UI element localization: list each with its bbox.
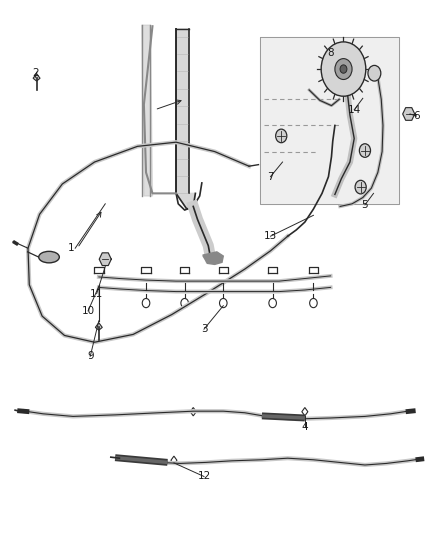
Text: 5: 5 [362, 200, 368, 210]
Polygon shape [95, 322, 102, 330]
Text: 3: 3 [201, 324, 207, 334]
Polygon shape [99, 253, 111, 265]
Polygon shape [176, 29, 195, 209]
Circle shape [335, 59, 352, 79]
Text: 7: 7 [267, 172, 274, 182]
Text: 1: 1 [67, 243, 74, 253]
Circle shape [276, 129, 287, 143]
Text: 9: 9 [87, 351, 94, 361]
Circle shape [321, 42, 366, 96]
Polygon shape [403, 108, 415, 120]
Text: 2: 2 [32, 68, 39, 78]
Text: 8: 8 [327, 49, 334, 59]
Text: 14: 14 [348, 105, 361, 115]
Text: 10: 10 [81, 306, 95, 316]
Polygon shape [142, 25, 152, 196]
Circle shape [368, 66, 381, 81]
Circle shape [355, 180, 366, 194]
Ellipse shape [39, 252, 59, 263]
Text: 6: 6 [413, 111, 420, 121]
Polygon shape [33, 74, 40, 81]
Text: 4: 4 [301, 422, 308, 432]
Text: 13: 13 [264, 231, 277, 241]
Polygon shape [260, 37, 399, 204]
Circle shape [359, 144, 371, 157]
Text: 12: 12 [198, 472, 211, 481]
Polygon shape [203, 252, 223, 264]
Circle shape [340, 65, 347, 73]
Text: 11: 11 [90, 289, 103, 298]
